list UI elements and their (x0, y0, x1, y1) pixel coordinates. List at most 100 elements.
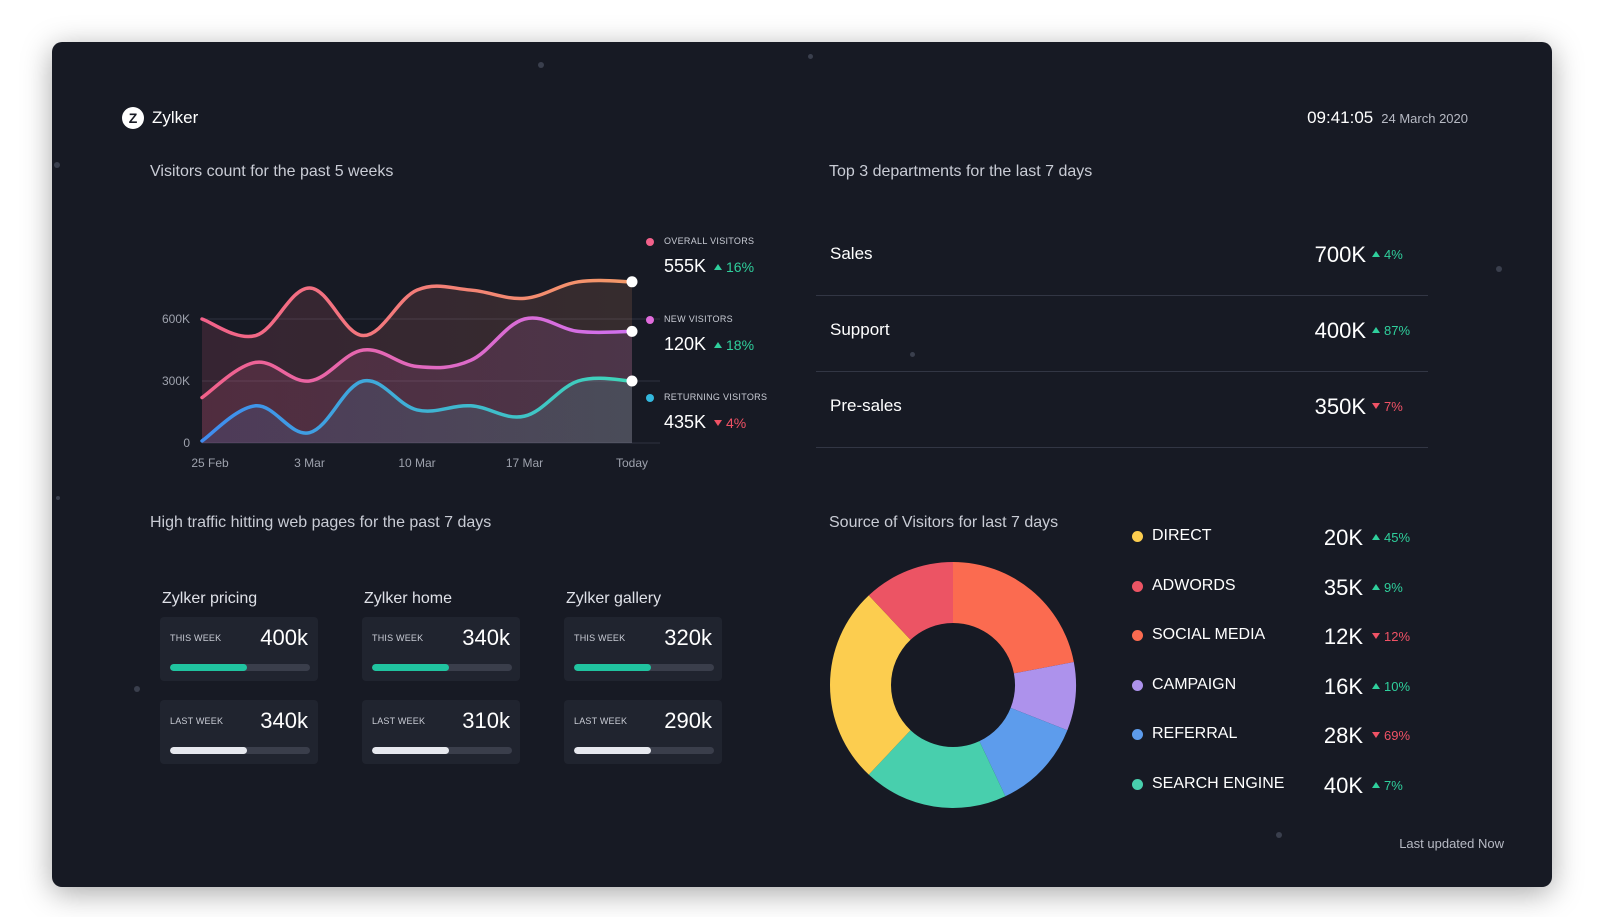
source-change: 7% (1372, 778, 1403, 793)
decor-dot (808, 54, 813, 59)
x-tick-label: 10 Mar (398, 456, 435, 470)
x-tick-label: 17 Mar (506, 456, 543, 470)
source-change: 10% (1372, 679, 1410, 694)
clock: 09:41:05 24 March 2020 (1307, 108, 1468, 128)
source-dot (1132, 531, 1143, 542)
donut-slice-referral (979, 707, 1068, 797)
this-week-card: THIS WEEK 340k (362, 617, 520, 681)
trend-down-icon (1372, 403, 1380, 409)
last-week-card: LAST WEEK 290k (564, 700, 722, 764)
page-name: Zylker home (364, 590, 453, 607)
this-week-card: THIS WEEK 400k (160, 617, 318, 681)
source-dot (1132, 630, 1143, 642)
dashboard-frame: Z Zylker 09:41:05 24 March 2020 Visitors… (52, 42, 1552, 887)
brand: Z Zylker (122, 107, 198, 129)
department-row-presales: Pre-sales 350K 7% (816, 372, 1428, 448)
this-week-card: THIS WEEK 320k (564, 617, 722, 681)
source-dot (1132, 580, 1143, 592)
last-week-label: LAST WEEK (574, 716, 628, 726)
source-value: 20K (1323, 525, 1363, 550)
progress-bar-last-week (170, 747, 247, 754)
this-week-label: THIS WEEK (170, 633, 222, 643)
trend-up-icon (1372, 682, 1380, 689)
source-change: 9% (1372, 580, 1403, 595)
last-week-value: 290k (664, 708, 712, 733)
last-week-label: LAST WEEK (372, 716, 426, 726)
legend-item-new: NEW VISITORS 120K 18% (646, 312, 806, 390)
trend-up-icon (1372, 781, 1380, 788)
legend-value: 120K (664, 334, 707, 354)
departments-title: Top 3 departments for the last 7 days (829, 163, 1093, 180)
series-end-point (626, 276, 638, 288)
last-week-value: 310k (462, 708, 510, 733)
progress-bar-last-week (372, 747, 449, 754)
department-value: 350K (1314, 394, 1366, 419)
source-row-campaign: CAMPAIGN 16K 10% (1128, 665, 1428, 715)
source-value: 28K (1323, 723, 1363, 749)
decor-dot (54, 162, 60, 168)
source-change: 69% (1372, 728, 1410, 743)
series-line (200, 278, 634, 339)
x-tick-label: 25 Feb (191, 456, 229, 470)
clock-time: 09:41:05 (1307, 108, 1374, 127)
this-week-value: 400k (260, 625, 308, 650)
progress-bar-last-week (574, 747, 651, 754)
progress-track (170, 664, 310, 671)
source-name: DIRECT (1152, 527, 1212, 544)
source-name: ADWORDS (1152, 576, 1236, 594)
last-week-value: 340k (260, 708, 308, 733)
progress-track (574, 747, 714, 754)
source-row-referral: REFERRAL 28K 69% (1128, 714, 1428, 764)
source-row-direct: DIRECT 20K 45% (1128, 516, 1428, 566)
department-name: Pre-sales (830, 396, 902, 415)
series-area (202, 317, 632, 443)
series-line (200, 316, 634, 400)
brand-name: Zylker (152, 108, 199, 127)
decor-dot (1496, 266, 1502, 272)
trend-up-icon (1372, 251, 1380, 257)
legend-label: NEW VISITORS (664, 314, 733, 324)
y-tick-label: 300K (162, 374, 190, 388)
zylker-logo-icon: Z (122, 107, 144, 129)
source-change: 12% (1372, 629, 1410, 644)
progress-track (372, 747, 512, 754)
page-name: Zylker gallery (566, 590, 662, 607)
trend-up-icon (1372, 583, 1380, 590)
departments-list: Sales 700K 4% Support 400K 87% Pre-sales… (816, 220, 1428, 448)
source-dot (1132, 679, 1143, 691)
source-name: REFERRAL (1152, 725, 1238, 743)
progress-track (372, 664, 512, 671)
this-week-value: 340k (462, 625, 510, 650)
department-change-text: 7% (1384, 399, 1403, 414)
trend-up-icon (714, 342, 722, 348)
legend-change: 16% (714, 259, 754, 275)
decor-dot (56, 496, 60, 500)
trend-up-icon (714, 264, 722, 270)
source-value: 12K (1323, 624, 1363, 650)
department-value: 400K (1314, 318, 1366, 343)
y-tick-label: 600K (162, 312, 190, 326)
visitors-legend: OVERALL VISITORS 555K 16% NEW VISITORS 1… (646, 234, 806, 468)
legend-change-text: 18% (726, 337, 755, 353)
source-change-text: 7% (1384, 777, 1403, 793)
x-tick-label: 3 Mar (294, 456, 325, 470)
legend-label: RETURNING VISITORS (664, 392, 768, 402)
legend-change-text: 4% (726, 415, 747, 431)
trend-up-icon (1372, 327, 1380, 333)
page-name: Zylker pricing (162, 590, 258, 607)
source-dot (1132, 778, 1143, 790)
this-week-label: THIS WEEK (372, 633, 424, 643)
source-name: SEARCH ENGINE (1152, 774, 1285, 792)
last-week-card: LAST WEEK 340k (160, 700, 318, 764)
department-change-text: 4% (1384, 247, 1403, 262)
progress-track (170, 747, 310, 754)
legend-change: 4% (714, 415, 746, 431)
series-line (200, 376, 634, 443)
source-name: SOCIAL MEDIA (1152, 626, 1266, 644)
source-value: 40K (1323, 772, 1363, 798)
trend-down-icon (1372, 732, 1380, 739)
source-change: 45% (1372, 530, 1410, 545)
legend-dot (646, 394, 654, 402)
department-value: 700K (1314, 242, 1366, 267)
legend-change: 18% (714, 337, 754, 353)
